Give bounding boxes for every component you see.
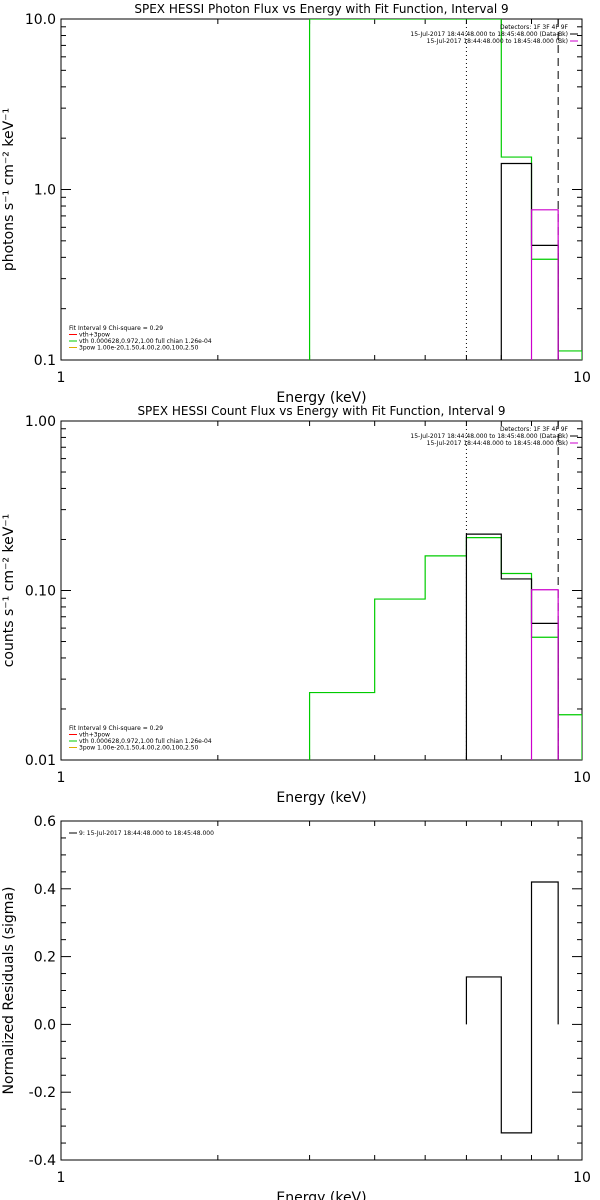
y-axis-label: photons s⁻¹ cm⁻² keV⁻¹ <box>1 108 17 271</box>
x-tick-label: 10 <box>573 1170 591 1186</box>
legend-entry: 15-Jul-2017 18:44:48.000 to 18:45:48.000… <box>410 433 568 440</box>
y-tick-label: 1.0 <box>34 183 56 199</box>
legend-entry: Fit Interval 9 Chi-square = 0.29 <box>69 325 163 332</box>
series-group <box>308 421 582 760</box>
y-axis-label: counts s⁻¹ cm⁻² keV⁻¹ <box>1 514 17 668</box>
chart-title: SPEX HESSI Count Flux vs Energy with Fit… <box>137 404 505 418</box>
legend-entry: 3pow 1.00e-20,1.50,4.00,2.00,100,2.50 <box>79 745 199 752</box>
legend-entry: 15-Jul-2017 18:44:48.000 to 18:45:48.000… <box>427 38 568 45</box>
x-tick-label: 1 <box>57 1170 66 1186</box>
legend-entry: vth 0.000628,0.972,1.00 full chian 1.26e… <box>79 738 212 745</box>
legend-entry: Detectors: 1F 3F 4F 9F <box>500 24 569 31</box>
y-tick-label: 0.1 <box>34 353 56 369</box>
chart-panel-3: 1 10 -0.4 -0.2 0.0 0.2 0.4 0.6 Energy (keV) Norma… <box>1 814 591 1200</box>
plot-frame <box>60 420 583 761</box>
y-tick-label: 0.0 <box>34 1017 56 1033</box>
plot-frame <box>60 18 583 361</box>
legend-entry: Detectors: 1F 3F 4F 9F <box>500 426 569 433</box>
y-tick-label: -0.4 <box>29 1153 56 1169</box>
legend-entry: 3pow 1.00e-20,1.50,4.00,2.00,100,2.50 <box>79 345 199 352</box>
y-axis-label: Normalized Residuals (sigma) <box>1 887 17 1095</box>
y-tick-label: 1.00 <box>25 414 56 430</box>
series-group <box>465 881 559 1134</box>
series-data-bk-line <box>465 533 559 760</box>
chart-panel-1: 1 10 0.1 1.0 10.0 SPEX HESSI Photon Flux vs E… <box>1 2 591 406</box>
x-tick-label: 10 <box>573 370 591 386</box>
series-9-15-jul-2017-18-44-48-000-to-18-45-48-000-line <box>465 881 559 1134</box>
x-axis-label: Energy (keV) <box>276 790 366 806</box>
series-vth-line <box>308 537 582 760</box>
legend-entry: 15-Jul-2017 18:44:48.000 to 18:45:48.000… <box>410 31 568 38</box>
x-axis-label: Energy (keV) <box>276 1190 366 1200</box>
legend-entry: 15-Jul-2017 18:44:48.000 to 18:45:48.000… <box>427 440 568 447</box>
legend-entry: Fit Interval 9 Chi-square = 0.29 <box>69 725 163 732</box>
series-data-bk-line <box>500 162 559 360</box>
legend-entry: vth+3pow <box>79 332 110 339</box>
y-tick-label: 0.2 <box>34 950 56 966</box>
y-tick-label: 10.0 <box>25 12 56 28</box>
y-tick-label: 0.01 <box>25 753 56 769</box>
series-group <box>308 19 582 360</box>
x-tick-label: 1 <box>57 370 66 386</box>
y-tick-label: -0.2 <box>29 1085 56 1101</box>
series-bk-line <box>530 209 559 360</box>
legend-entry: 9: 15-Jul-2017 18:44:48.000 to 18:45:48.… <box>79 830 214 837</box>
x-tick-label: 10 <box>573 770 591 786</box>
series-bk-line <box>530 589 559 760</box>
y-tick-label: 0.6 <box>34 814 56 830</box>
series-vth-line <box>308 19 582 360</box>
x-axis-label: Energy (keV) <box>276 390 366 406</box>
y-tick-label: 0.4 <box>34 882 56 898</box>
chart-panel-2: 1 10 0.01 0.10 1.00 SPEX HESSI Count Flux vs … <box>1 404 591 806</box>
legend-entry: vth+3pow <box>79 732 110 739</box>
chart-title: SPEX HESSI Photon Flux vs Energy with Fi… <box>134 2 508 16</box>
plot-frame <box>60 820 583 1161</box>
x-tick-label: 1 <box>57 770 66 786</box>
y-tick-label: 0.10 <box>25 584 56 600</box>
legend-entry: vth 0.000628,0.972,1.00 full chian 1.26e… <box>79 338 212 345</box>
